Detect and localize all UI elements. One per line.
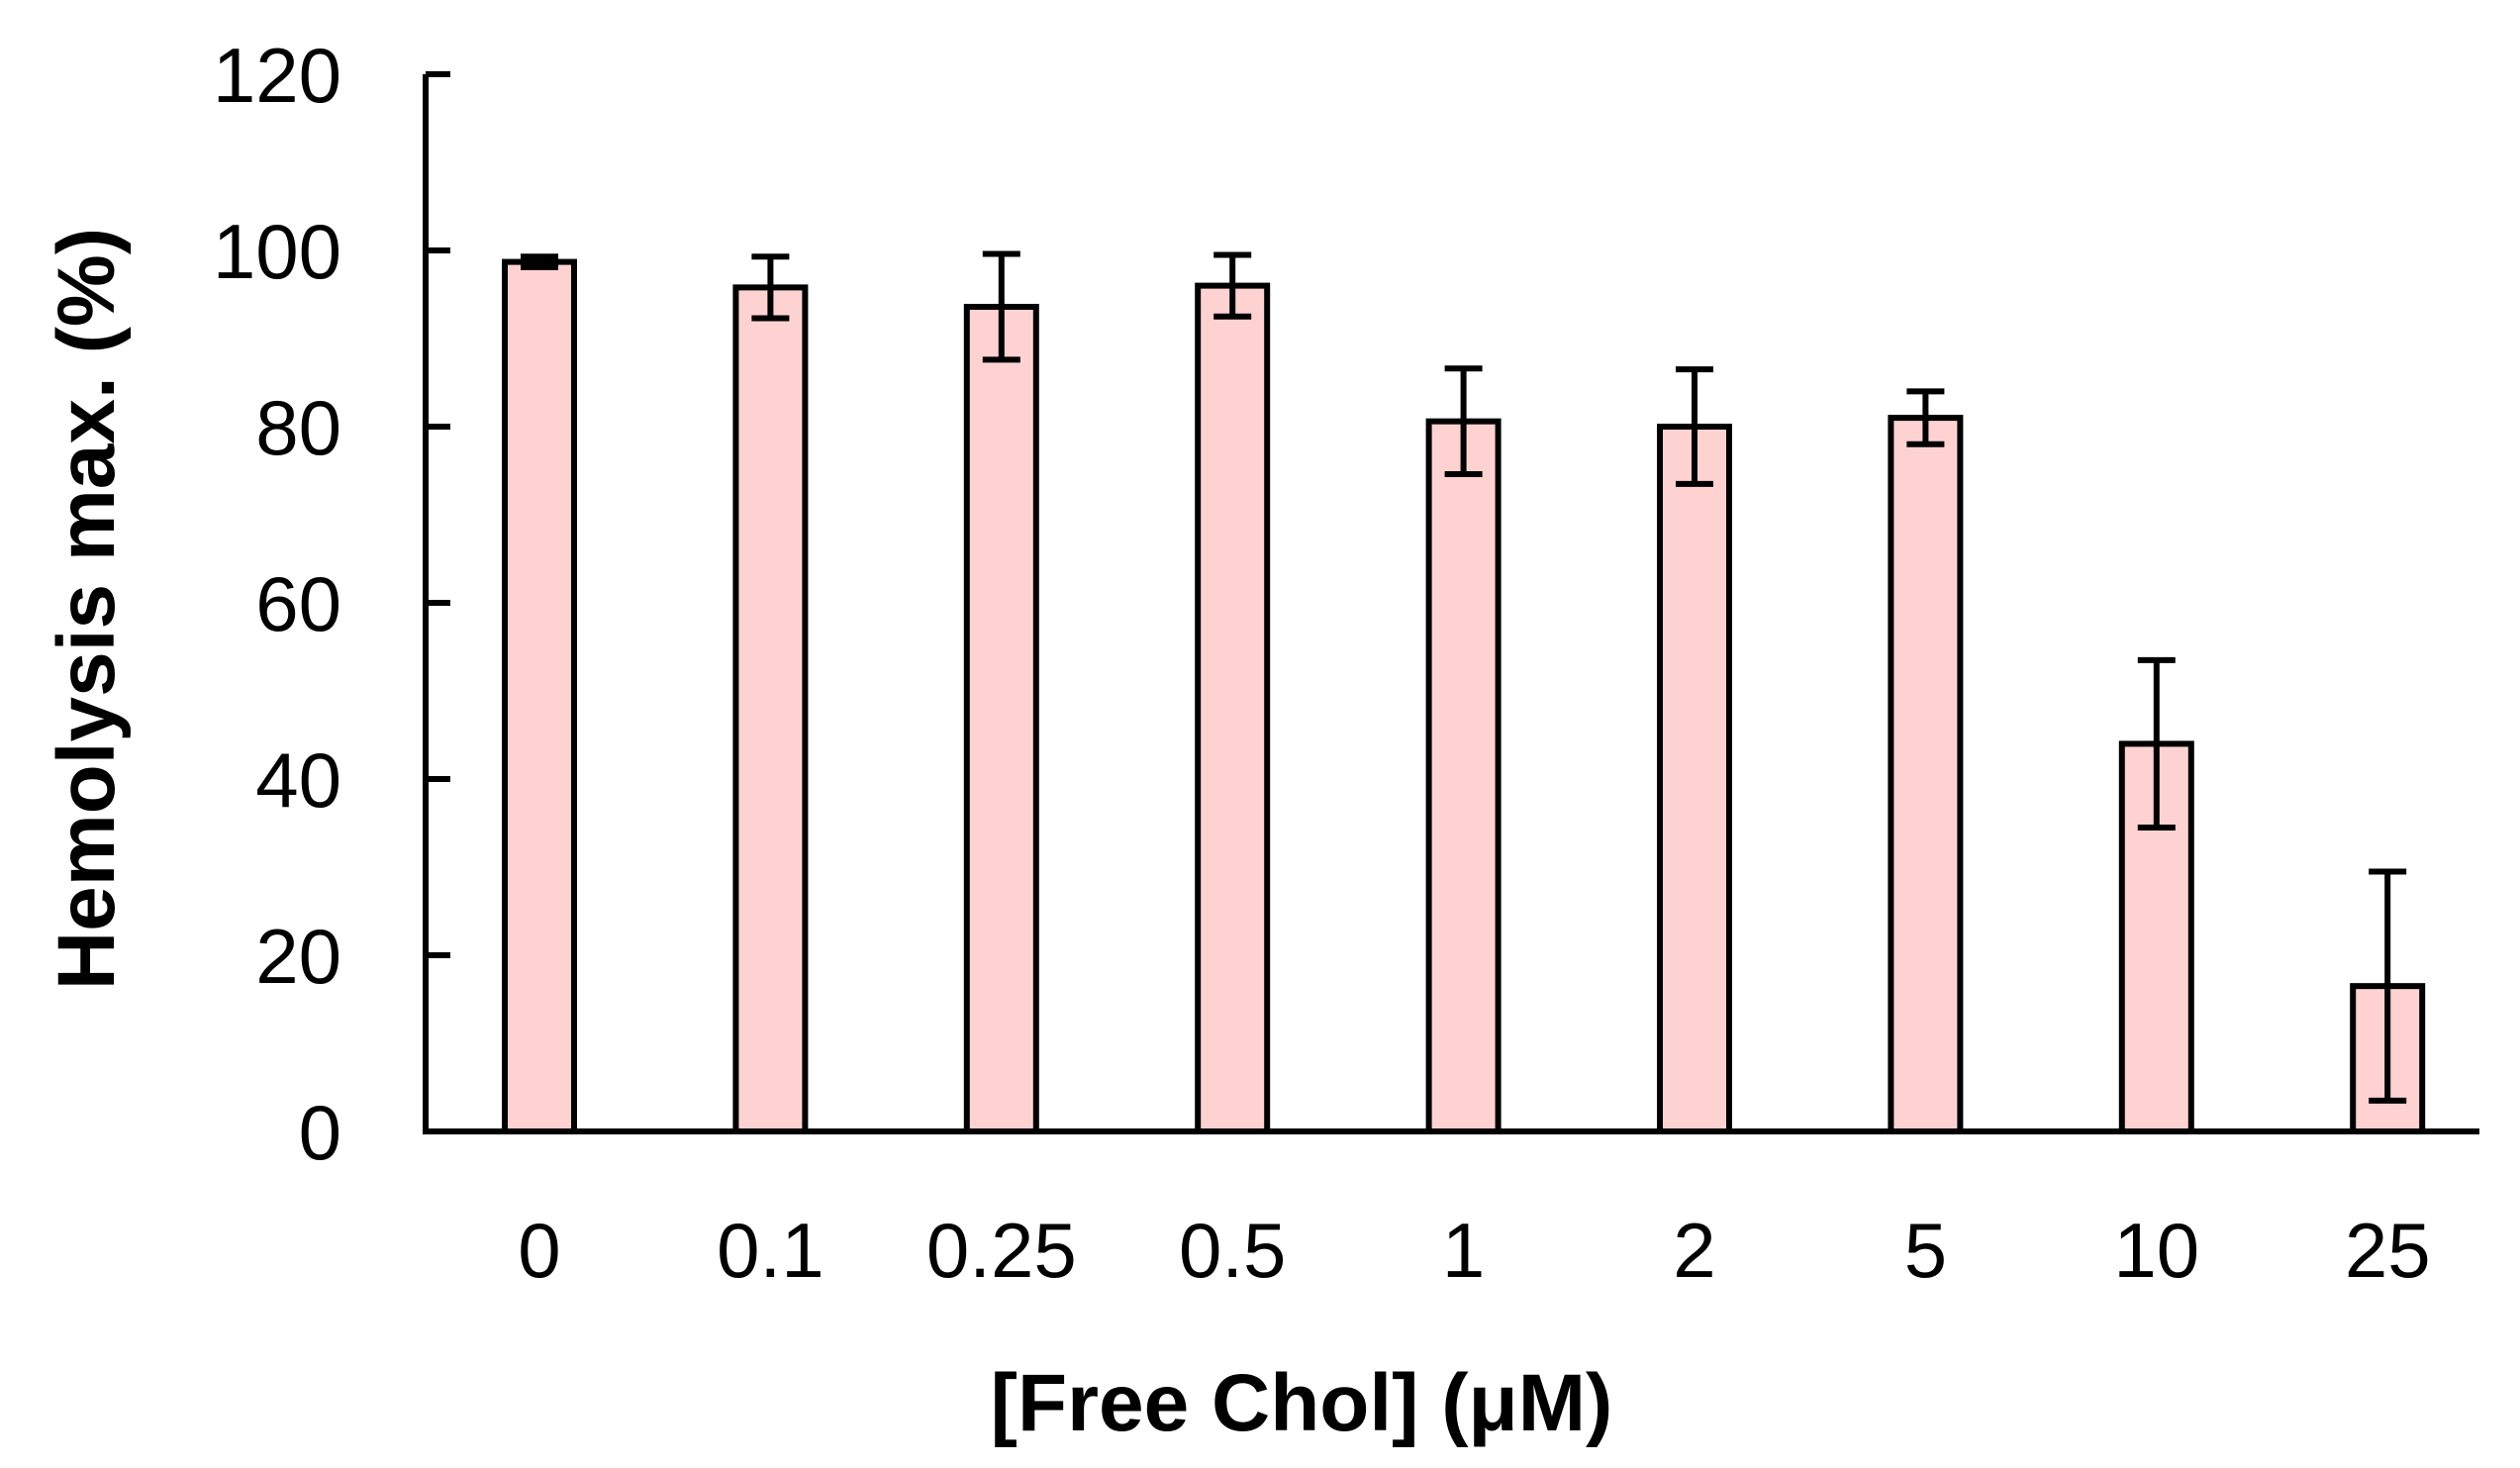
bar-6 (1888, 415, 1964, 1135)
error-bar-5 (1676, 366, 1713, 487)
bar-4 (1425, 418, 1502, 1135)
error-bar-1 (751, 253, 790, 322)
y-tick-label-1: 20 (255, 913, 341, 1000)
x-tick-label-7: 10 (2113, 1207, 2199, 1294)
bar-1 (732, 284, 809, 1134)
y-tick-label-5: 100 (213, 208, 341, 295)
y-tick-label-3: 60 (255, 560, 341, 647)
y-tick-label-0: 0 (299, 1089, 341, 1176)
x-tick-label-5: 2 (1673, 1207, 1715, 1294)
y-tick-label-6: 120 (213, 32, 341, 119)
error-bar-3 (1213, 251, 1252, 320)
error-bar-4 (1444, 365, 1483, 478)
y-tick-label-2: 40 (255, 736, 341, 824)
error-bar-8 (2369, 868, 2407, 1104)
x-tick-label-3: 0.5 (1179, 1207, 1286, 1294)
y-tick-label-4: 80 (255, 384, 341, 471)
bar-2 (963, 303, 1039, 1134)
error-bars-layer (521, 250, 2407, 1104)
axes-layer (423, 71, 2479, 1134)
error-bar-7 (2137, 656, 2176, 831)
error-bar-0 (521, 253, 558, 270)
x-tick-label-2: 0.25 (926, 1207, 1077, 1294)
bar-0 (502, 258, 577, 1134)
x-tick-label-1: 0.1 (717, 1207, 824, 1294)
y-axis-title: Hemolysis max. (%) (42, 228, 132, 990)
x-tick-label-4: 1 (1442, 1207, 1485, 1294)
x-tick-label-0: 0 (518, 1207, 560, 1294)
x-tick-label-8: 25 (2345, 1207, 2431, 1294)
error-bar-6 (1906, 388, 1945, 447)
x-axis-title: [Free Chol] (μM) (991, 1358, 1613, 1448)
x-tick-label-6: 5 (1904, 1207, 1947, 1294)
bar-5 (1657, 424, 1732, 1134)
error-bar-2 (982, 250, 1020, 363)
bar-3 (1195, 282, 1271, 1135)
